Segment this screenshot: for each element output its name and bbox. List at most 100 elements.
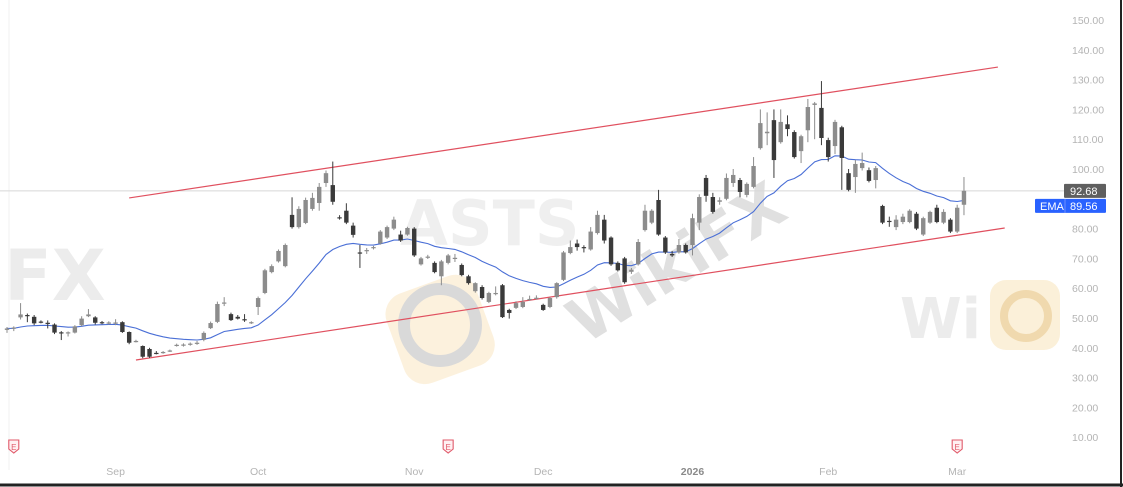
candle-body: [649, 210, 654, 223]
candle-body: [418, 258, 424, 265]
candle-body: [296, 208, 302, 228]
candle-body: [574, 243, 580, 248]
earnings-marker-icon[interactable]: E: [951, 439, 963, 454]
last-price-badge: 92.68: [1064, 183, 1106, 198]
candle: [262, 268, 268, 295]
candle: [296, 206, 302, 229]
candle: [452, 253, 458, 262]
candle: [866, 167, 872, 183]
candle-body: [391, 219, 397, 229]
candle: [819, 81, 824, 146]
candle-body: [819, 107, 824, 139]
time-axis[interactable]: Sep Oct Nov Dec 2026 Feb Mar: [106, 466, 966, 478]
earnings-marker-icon[interactable]: E: [8, 439, 20, 454]
time-tick-label: Sep: [106, 466, 125, 478]
candle-body: [547, 298, 553, 307]
candle: [160, 351, 166, 354]
candle: [425, 254, 430, 259]
candle: [744, 182, 749, 198]
candle: [52, 323, 57, 335]
candle-body: [479, 287, 485, 299]
trend-lines[interactable]: [129, 66, 1005, 361]
price-tick-label: 50.00: [1072, 313, 1098, 325]
candle: [507, 308, 512, 319]
price-tick-label: 70.00: [1072, 253, 1098, 265]
candle-body: [954, 207, 960, 232]
candle-body: [113, 322, 118, 324]
candle-body: [364, 250, 369, 252]
candle-body: [303, 199, 308, 223]
price-tick-label: 100.00: [1072, 164, 1104, 176]
candle: [676, 239, 682, 254]
candle-body: [439, 261, 444, 277]
candle: [900, 213, 906, 225]
earnings-marker-icon[interactable]: E: [442, 439, 454, 454]
candle: [954, 204, 960, 234]
candle: [344, 203, 349, 225]
candle: [45, 320, 50, 329]
lower-channel-trend-line[interactable]: [135, 227, 1005, 361]
time-tick-label: Feb: [819, 466, 837, 478]
candle: [832, 119, 838, 155]
price-tick-label: 140.00: [1072, 45, 1104, 57]
candle: [384, 225, 390, 240]
candle-body: [907, 210, 912, 223]
ema-badge: EMA 89.56: [1035, 198, 1106, 213]
candle: [798, 134, 804, 164]
candle: [249, 321, 254, 324]
candle-body: [330, 185, 335, 202]
candle-body: [602, 219, 607, 241]
candle-body: [520, 301, 526, 307]
candle: [439, 259, 444, 286]
candle: [927, 210, 933, 224]
candle: [873, 166, 878, 189]
candle-body: [432, 262, 437, 273]
candle: [669, 250, 675, 257]
candle-body: [208, 323, 213, 329]
ema-name-label: EMA: [1040, 201, 1065, 213]
candle-body: [126, 332, 132, 343]
candle-body: [25, 315, 30, 317]
candle: [737, 177, 743, 198]
candle-body: [961, 190, 967, 205]
candle-body: [235, 316, 240, 319]
candle: [31, 315, 37, 326]
candle-body: [412, 228, 417, 256]
candle: [113, 319, 118, 326]
upper-channel-trend-line[interactable]: [129, 66, 998, 199]
candle-body: [140, 346, 145, 357]
candle-body: [642, 210, 648, 231]
candle: [255, 296, 261, 316]
time-tick-label: Dec: [534, 466, 553, 478]
candle-body: [785, 124, 790, 130]
candle-body: [310, 197, 315, 209]
candle-body: [174, 344, 179, 347]
candle-body: [927, 211, 933, 223]
last-price-label: 92.68: [1070, 186, 1098, 198]
candle-body: [792, 132, 797, 158]
candle-body: [859, 163, 865, 169]
candle-body: [65, 332, 71, 334]
candle: [561, 250, 566, 282]
candle: [914, 211, 919, 231]
candle-body: [93, 317, 98, 323]
candle: [921, 216, 926, 237]
price-tick-label: 130.00: [1072, 75, 1104, 87]
candle: [72, 325, 78, 334]
price-axis[interactable]: 150.00 140.00 130.00 120.00 110.00 100.00 80.0…: [1072, 15, 1104, 444]
candle-body: [154, 352, 159, 355]
candle-body: [120, 322, 125, 333]
candle-body: [167, 350, 173, 352]
svg-text:iFX: iFX: [0, 235, 106, 317]
candle-body: [683, 244, 688, 253]
price-tick-label: 10.00: [1072, 432, 1098, 444]
candle: [948, 218, 953, 234]
candle-body: [323, 173, 329, 184]
candle-body: [445, 255, 451, 263]
candle: [371, 245, 376, 250]
candle: [893, 215, 899, 231]
candle: [479, 285, 485, 300]
candle-body: [635, 242, 641, 265]
